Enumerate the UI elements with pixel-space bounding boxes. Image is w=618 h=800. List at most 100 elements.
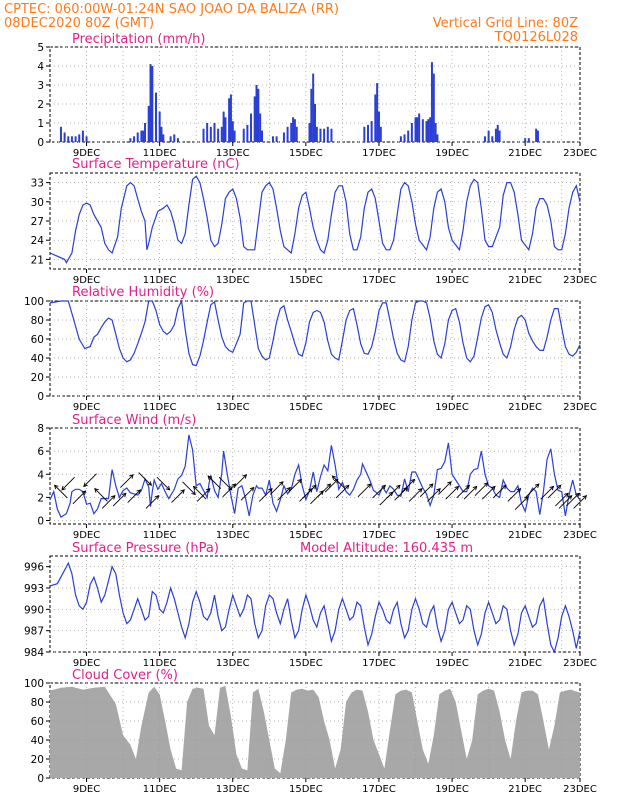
cloud-cover-title: Cloud Cover (%) — [72, 668, 178, 683]
wind-vector-shaft — [83, 473, 97, 487]
precip-bar — [421, 119, 424, 142]
precip-bar — [416, 117, 419, 142]
precip-bar — [242, 128, 245, 142]
wind-vector-arrow — [555, 492, 569, 507]
precip-bar — [282, 132, 285, 142]
precip-bar — [403, 134, 406, 142]
precip-bar — [407, 130, 410, 142]
precip-bar — [160, 126, 163, 142]
y-tick-label: 0 — [37, 137, 44, 149]
wind-vector-head — [147, 481, 153, 486]
wind-vector-head — [582, 494, 588, 500]
x-tick-label: 21DEC — [508, 784, 542, 795]
wind-vector-arrow — [94, 488, 108, 502]
wind-vector-shaft — [145, 495, 160, 509]
wind-vector-head — [501, 484, 507, 490]
x-tick-label: 15DEC — [289, 658, 323, 669]
wind-vector-shaft — [438, 481, 452, 495]
wind-line — [49, 434, 581, 518]
precip-bar — [319, 128, 322, 142]
wind-vector-head — [516, 488, 522, 493]
pressure-grid — [50, 556, 580, 653]
wind-vector-head — [279, 481, 284, 486]
pressure-panel: Surface Pressure (hPa) Model Altitude: 1… — [24, 541, 597, 669]
cloud-cover-fill — [50, 685, 580, 778]
wind-vector-shaft — [335, 484, 350, 499]
y-tick-label: 27 — [31, 216, 44, 228]
precip-bar — [290, 123, 293, 142]
y-tick-label: 21 — [31, 254, 44, 266]
wind-vector-arrow — [372, 484, 386, 499]
x-tick-label: 23DEC — [563, 784, 597, 795]
wind-vector-head — [366, 483, 372, 489]
x-tick-label: 17DEC — [362, 658, 396, 669]
wind-vector-arrow — [394, 486, 408, 501]
precip-bar — [399, 136, 402, 142]
x-tick-label: 23DEC — [563, 658, 597, 669]
y-tick-label: 30 — [31, 197, 44, 209]
wind-vector-arrow — [83, 473, 97, 488]
wind-vector-shaft — [463, 486, 478, 500]
wind-vector-shaft — [401, 479, 415, 493]
wind-vector-shaft — [218, 476, 233, 491]
wind-vector-arrow — [507, 488, 522, 502]
precip-bar — [133, 136, 136, 142]
wind-vector-head — [205, 488, 211, 493]
wind-vector-head — [61, 485, 66, 491]
wind-vector-head — [465, 484, 471, 490]
precip-bar — [158, 111, 161, 142]
x-tick-label: 13DEC — [216, 784, 250, 795]
wind-vector-arrow — [558, 494, 573, 509]
precip-bar — [363, 126, 366, 142]
wind-vector-arrow — [288, 478, 302, 493]
y-tick-label: 100 — [24, 296, 44, 308]
x-tick-label: 9DEC — [73, 148, 100, 159]
wind-vector-arrow — [324, 478, 339, 493]
precip-bar — [429, 117, 432, 142]
x-tick-label: 19DEC — [435, 784, 469, 795]
wind-vector-arrow — [317, 483, 332, 498]
wind-vector-head — [249, 486, 255, 492]
x-tick-label: 21DEC — [508, 530, 542, 541]
wind-vector-arrow — [277, 486, 291, 501]
wind-vector-head — [326, 483, 332, 489]
precip-bar — [144, 123, 147, 142]
temperature-axes: 21 24 27 30 33 9DEC 11DEC 13DEC 15DEC 17DEC 19DEC 2… — [31, 178, 597, 286]
wind-vector-arrow — [335, 484, 350, 499]
wind-vector-head — [491, 485, 496, 491]
precipitation-panel: Precipitation (mm/h) 0 1 2 3 4 5 9DEC 11DEC 13DE… — [37, 32, 597, 159]
precip-bar — [213, 123, 216, 142]
wind-vector-shaft — [394, 487, 408, 501]
precip-bar — [246, 124, 249, 142]
wind-vector-arrow — [120, 474, 134, 488]
precip-bar — [425, 121, 428, 142]
y-tick-label: 60 — [31, 716, 44, 728]
humidity-axes: 0 20 40 60 80 100 9DEC 11DEC 13DEC 15DEC 17DEC 19DE… — [24, 296, 597, 413]
wind-vector-arrow — [427, 488, 441, 502]
wind-vector-head — [331, 475, 337, 480]
humidity-grid — [50, 300, 580, 397]
x-tick-label: 13DEC — [216, 148, 250, 159]
precip-bar — [367, 124, 369, 142]
humidity-frame — [49, 300, 581, 397]
wind-vector-head — [567, 494, 573, 500]
x-tick-label: 17DEC — [362, 530, 396, 541]
x-tick-label: 13DEC — [216, 530, 250, 541]
precip-bar — [162, 134, 165, 142]
y-tick-label: 80 — [31, 315, 44, 327]
precip-bar — [147, 105, 150, 142]
precip-bar — [410, 123, 413, 142]
y-tick-label: 24 — [31, 235, 45, 247]
temperature-title: Surface Temperature (nC) — [72, 157, 240, 172]
wind-vector-shaft — [317, 483, 331, 498]
y-tick-label: 8 — [37, 423, 44, 435]
wind-vector-head — [165, 485, 171, 491]
wind-vector-arrow — [419, 483, 434, 498]
precip-bar — [491, 136, 494, 142]
precip-bar — [220, 126, 223, 142]
pressure-frame — [49, 555, 581, 653]
wind-vector-arrow — [207, 475, 222, 490]
wind-vector-arrow — [192, 485, 207, 500]
x-tick-label: 9DEC — [73, 402, 100, 413]
wind-vector-head — [268, 488, 273, 493]
